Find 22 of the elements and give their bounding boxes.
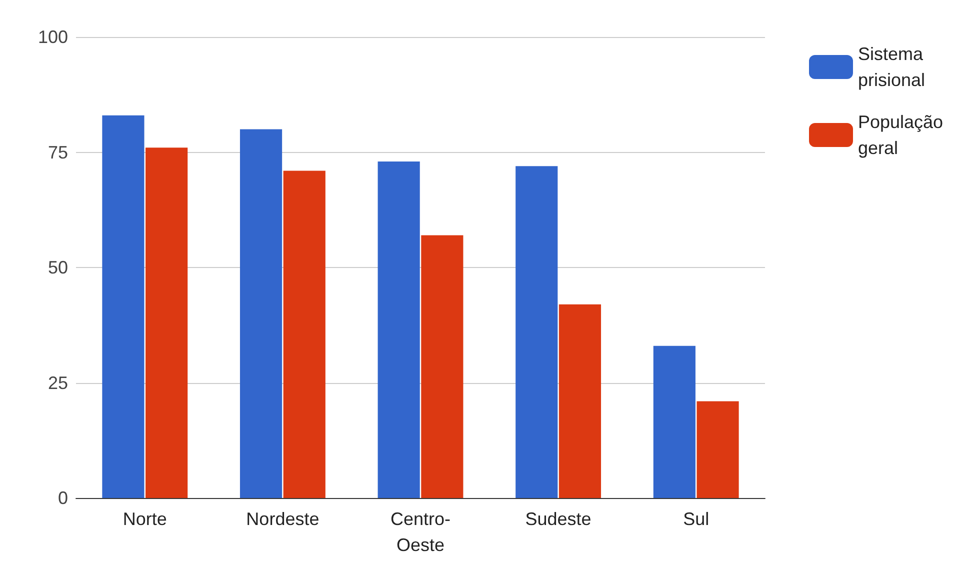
y-tick-label: 100 bbox=[38, 27, 68, 47]
bar bbox=[516, 166, 558, 498]
bar bbox=[558, 304, 602, 498]
bar bbox=[696, 401, 739, 498]
y-tick-label: 0 bbox=[58, 488, 68, 508]
bar bbox=[283, 170, 326, 498]
y-tick-label: 25 bbox=[48, 372, 68, 393]
y-tick-label: 75 bbox=[48, 142, 68, 162]
bar bbox=[421, 235, 464, 498]
x-tick-label: Norte bbox=[122, 509, 167, 529]
legend-label: Sistema prisional bbox=[858, 44, 928, 90]
y-tick-label: 50 bbox=[48, 258, 68, 278]
x-tick-label: Sudeste bbox=[525, 509, 592, 529]
bar bbox=[146, 148, 188, 498]
bar bbox=[378, 161, 420, 498]
bar bbox=[102, 115, 144, 498]
x-tick-label: Sul bbox=[683, 509, 710, 529]
bar bbox=[240, 129, 282, 498]
legend-label: População geral bbox=[858, 112, 948, 158]
x-tick-label: Nordeste bbox=[246, 509, 320, 529]
bar bbox=[653, 346, 696, 498]
x-tick-label: Centro-Oeste bbox=[390, 509, 451, 555]
